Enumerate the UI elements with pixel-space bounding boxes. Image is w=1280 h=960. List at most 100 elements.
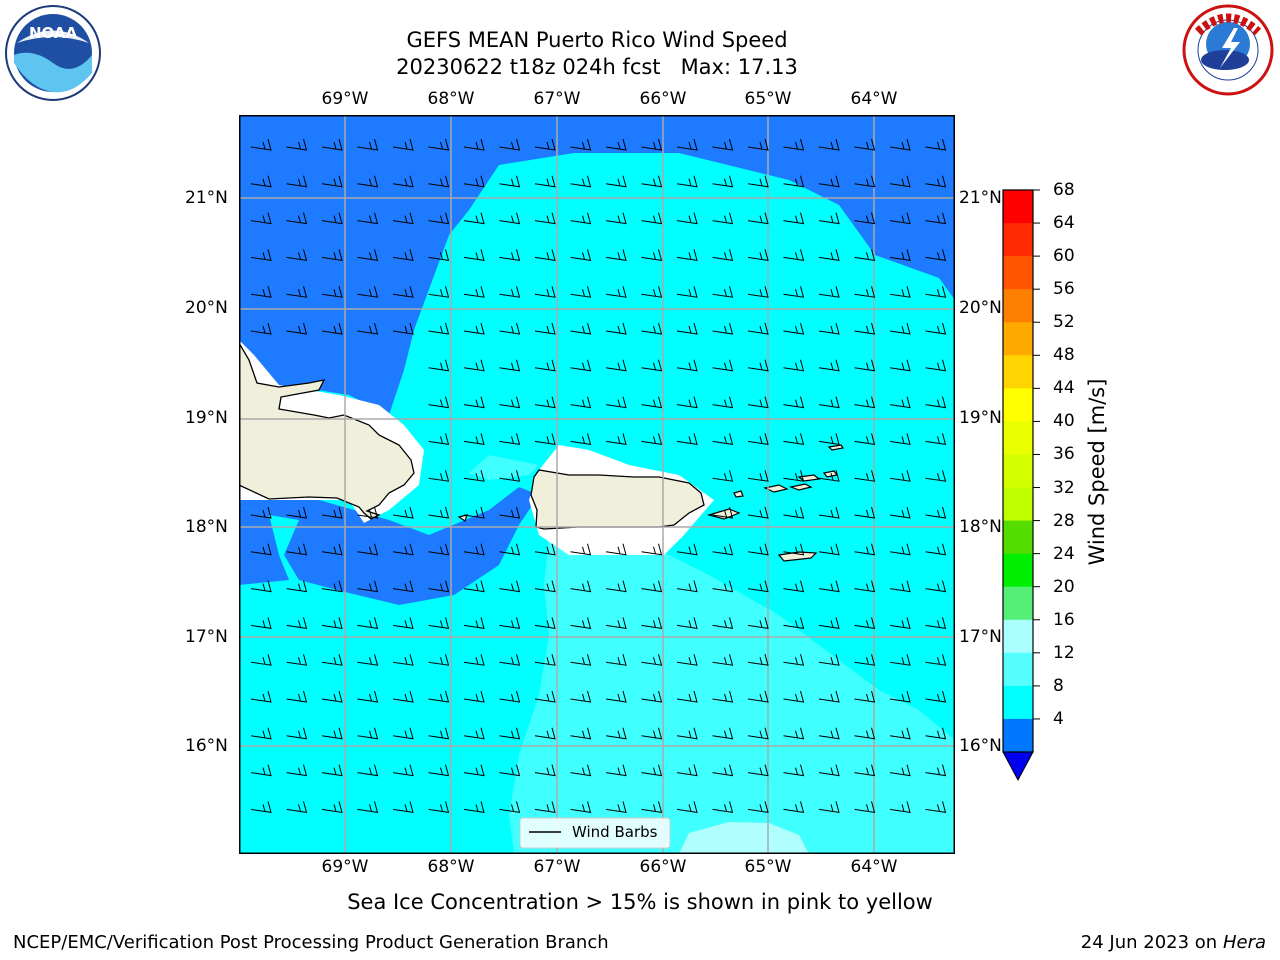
wind-barb <box>605 322 627 335</box>
wind-barb <box>854 580 876 593</box>
lon-label-bottom-68w: 68°W <box>427 857 475 877</box>
wind-barb <box>818 212 840 225</box>
wind-barb <box>925 249 947 262</box>
wind-barb <box>570 764 592 777</box>
wind-barb <box>392 580 414 593</box>
wind-barb <box>605 654 627 666</box>
sea-16-20 <box>679 822 809 854</box>
wind-barb <box>818 249 840 262</box>
lon-label-bottom-66w: 66°W <box>639 857 687 877</box>
wind-barb <box>889 654 911 666</box>
wind-barb <box>392 249 414 262</box>
lon-label-top-69w: 69°W <box>321 89 369 109</box>
wind-barb <box>641 286 663 298</box>
wind-barb <box>641 212 663 225</box>
wind-barb <box>854 433 876 446</box>
wind-barb <box>570 727 592 740</box>
colorbar <box>1002 189 1040 782</box>
wind-barb <box>534 396 556 409</box>
wind-barb <box>463 543 485 556</box>
island-anegada <box>827 444 845 451</box>
wind-barb <box>889 212 911 225</box>
noaa-logo: NOAA <box>5 5 101 101</box>
wind-barb <box>357 543 379 556</box>
wind-barb <box>747 175 769 188</box>
wind-barb <box>321 801 343 814</box>
wind-barb <box>747 617 769 630</box>
wind-barb <box>712 543 734 556</box>
wind-barb <box>286 654 308 666</box>
wind-barb <box>463 801 485 814</box>
wind-barb <box>818 764 840 777</box>
wind-barb <box>783 286 805 298</box>
wind-barb <box>676 286 698 298</box>
wind-barb <box>286 249 308 262</box>
wind-barb <box>712 175 734 188</box>
wind-barb <box>250 690 272 703</box>
wind-barb <box>392 543 414 556</box>
wind-barb <box>463 727 485 740</box>
wind-barb <box>925 727 947 740</box>
wind-barb <box>641 396 663 409</box>
wind-barb <box>747 543 769 556</box>
wind-barb <box>818 801 840 814</box>
wind-barb <box>854 249 876 262</box>
wind-barb <box>854 286 876 298</box>
wind-barb <box>499 249 521 262</box>
wind-barb <box>747 359 769 372</box>
colorbar-bin <box>1003 289 1033 323</box>
svg-text:NOAA: NOAA <box>29 24 78 42</box>
wind-barb <box>499 727 521 740</box>
wind-barb <box>889 396 911 409</box>
wind-barb <box>818 286 840 298</box>
wind-barb <box>428 138 450 151</box>
wind-barb <box>570 212 592 225</box>
wind-barb <box>854 764 876 777</box>
colorbar-tick-label: 20 <box>1053 576 1075 597</box>
wind-barb <box>463 396 485 409</box>
wind-barb <box>747 690 769 703</box>
wind-barb <box>925 322 947 335</box>
colorbar-bin <box>1003 388 1033 422</box>
wind-barb <box>357 506 379 519</box>
wind-barb <box>463 433 485 446</box>
wind-barb <box>286 322 308 335</box>
wind-barb <box>854 138 876 151</box>
wind-barb <box>818 580 840 593</box>
wind-barb <box>286 690 308 703</box>
wind-barb <box>676 212 698 225</box>
colorbar-tick-label: 64 <box>1053 213 1075 234</box>
colorbar-bin <box>1003 256 1033 290</box>
wind-barb <box>286 617 308 630</box>
wind-barb <box>712 470 734 482</box>
wind-barb <box>463 617 485 630</box>
wind-barb <box>321 322 343 335</box>
wind-barb <box>499 212 521 225</box>
wind-barb <box>392 690 414 703</box>
wind-barb <box>428 175 450 188</box>
wind-barb <box>605 359 627 372</box>
credit-date-text: 24 Jun 2023 on <box>1080 932 1218 953</box>
wind-barb <box>534 727 556 740</box>
wind-barb <box>925 580 947 593</box>
wind-barb <box>747 654 769 666</box>
wind-barb <box>854 801 876 814</box>
lon-label-top-65w: 65°W <box>744 89 792 109</box>
colorbar-bin <box>1003 652 1033 687</box>
wind-barb <box>783 801 805 814</box>
wind-barb <box>463 690 485 703</box>
wind-barb <box>534 617 556 630</box>
wind-barb <box>286 175 308 188</box>
colorbar-tick-label: 32 <box>1053 477 1075 498</box>
wind-barb <box>428 580 450 593</box>
wind-barb <box>783 359 805 372</box>
wind-barb <box>286 580 308 593</box>
wind-barb <box>854 543 876 556</box>
wind-barb <box>357 249 379 262</box>
wind-barb <box>534 249 556 262</box>
hispaniola-land <box>239 341 415 520</box>
wind-barb <box>605 727 627 740</box>
wind-barb <box>428 543 450 556</box>
wind-barb <box>250 138 272 151</box>
wind-barb <box>783 249 805 262</box>
